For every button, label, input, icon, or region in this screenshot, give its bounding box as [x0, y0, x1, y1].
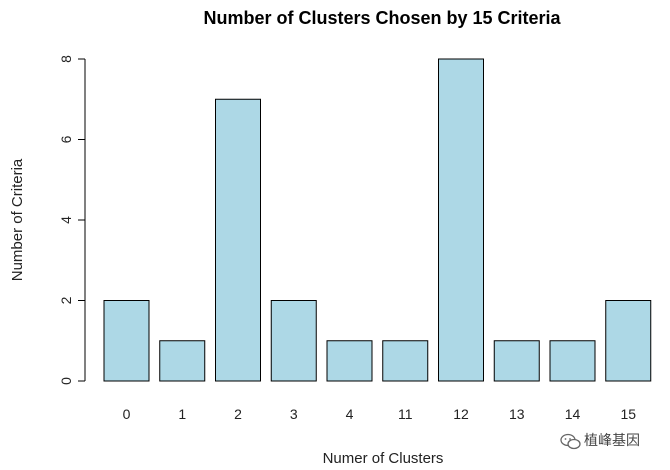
bar-2	[215, 98, 261, 382]
bar-0	[103, 300, 150, 382]
y-axis-label: Number of Criteria	[9, 158, 26, 281]
bar-14	[549, 340, 596, 382]
y-axis: 0 2 4 6 8	[58, 55, 86, 385]
bars-group	[103, 58, 652, 382]
bar-1	[159, 340, 206, 382]
x-tick-label: 11	[398, 406, 413, 422]
bar-3	[270, 300, 317, 382]
x-tick-label: 4	[346, 406, 354, 422]
watermark: 植峰基因	[560, 432, 640, 450]
x-tick-label: 1	[178, 406, 186, 422]
x-tick-label: 3	[290, 406, 298, 422]
y-tick-label: 4	[58, 216, 74, 224]
y-tick-label: 2	[58, 296, 74, 304]
watermark-text: 植峰基因	[584, 432, 640, 449]
x-axis-label: Numer of Clusters	[323, 450, 444, 467]
x-tick-label: 15	[620, 406, 636, 422]
x-tick-label: 12	[453, 406, 469, 422]
y-tick-label: 6	[58, 135, 74, 143]
x-tick-label: 2	[234, 406, 242, 422]
x-tick-label: 14	[565, 406, 581, 422]
bar-11	[382, 340, 429, 382]
chart-title: Number of Clusters Chosen by 15 Criteria	[203, 8, 561, 28]
y-tick-label: 0	[58, 377, 74, 385]
bar-15	[605, 300, 652, 382]
x-tick-label: 13	[509, 406, 525, 422]
y-tick-label: 8	[58, 55, 74, 63]
bar-12	[438, 58, 484, 382]
bar-13	[493, 340, 540, 382]
x-tick-labels: 0 1 2 3 4 11 12 13 14 15	[123, 406, 637, 422]
wechat-icon	[560, 433, 581, 450]
bar-4	[326, 340, 373, 382]
x-tick-label: 0	[123, 406, 131, 422]
